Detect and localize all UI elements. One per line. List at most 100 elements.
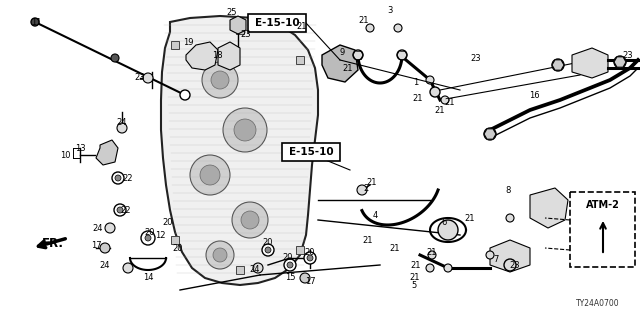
Text: 10: 10	[60, 150, 70, 159]
Circle shape	[123, 263, 133, 273]
Circle shape	[180, 90, 190, 100]
Text: 24: 24	[100, 260, 110, 269]
Text: 24: 24	[250, 266, 260, 275]
Polygon shape	[484, 129, 496, 139]
Bar	[282, 143, 340, 161]
Text: 18: 18	[212, 51, 222, 60]
Text: 11: 11	[31, 18, 41, 27]
Text: 15: 15	[285, 274, 295, 283]
Circle shape	[444, 264, 452, 272]
Text: 23: 23	[623, 51, 634, 60]
Text: 20: 20	[283, 253, 293, 262]
Circle shape	[234, 119, 256, 141]
Circle shape	[426, 76, 434, 84]
Text: 4: 4	[372, 211, 378, 220]
Text: 21: 21	[367, 178, 377, 187]
Circle shape	[206, 241, 234, 269]
Circle shape	[265, 247, 271, 253]
Circle shape	[484, 128, 496, 140]
Text: 22: 22	[123, 173, 133, 182]
Text: 3: 3	[387, 5, 393, 14]
Circle shape	[112, 172, 124, 184]
Circle shape	[428, 251, 436, 259]
Text: 21: 21	[343, 63, 353, 73]
Text: 21: 21	[390, 244, 400, 252]
Polygon shape	[161, 16, 318, 285]
Text: 21: 21	[445, 98, 455, 107]
Text: ATM-2: ATM-2	[586, 200, 620, 210]
Circle shape	[397, 50, 407, 60]
Text: 6: 6	[442, 218, 447, 227]
Text: FR.: FR.	[42, 236, 64, 250]
Text: 23: 23	[509, 260, 520, 269]
Polygon shape	[96, 140, 118, 165]
Text: 23: 23	[241, 29, 252, 38]
Text: 24: 24	[116, 117, 127, 126]
Circle shape	[504, 259, 516, 271]
Text: 14: 14	[143, 274, 153, 283]
Circle shape	[202, 62, 238, 98]
Circle shape	[111, 54, 119, 62]
Text: E-15-10: E-15-10	[255, 18, 300, 28]
Bar	[296, 246, 304, 254]
Circle shape	[143, 73, 153, 83]
Bar	[171, 41, 179, 49]
Polygon shape	[614, 57, 626, 67]
Text: 21: 21	[297, 21, 307, 30]
Text: 21: 21	[410, 274, 420, 283]
Polygon shape	[186, 42, 218, 70]
Text: 13: 13	[75, 143, 85, 153]
Circle shape	[353, 50, 363, 60]
Circle shape	[141, 231, 155, 245]
Text: 23: 23	[470, 53, 481, 62]
Text: 2: 2	[364, 183, 369, 193]
Text: 21: 21	[413, 93, 423, 102]
Circle shape	[253, 263, 263, 273]
Text: 1: 1	[413, 77, 419, 86]
Circle shape	[430, 87, 440, 97]
Text: 24: 24	[93, 223, 103, 233]
Text: 19: 19	[183, 37, 193, 46]
Circle shape	[117, 123, 127, 133]
Polygon shape	[490, 240, 530, 272]
Text: 17: 17	[305, 277, 316, 286]
Text: 16: 16	[529, 91, 540, 100]
Circle shape	[441, 96, 449, 104]
Circle shape	[117, 207, 123, 213]
Polygon shape	[572, 48, 608, 78]
Circle shape	[211, 71, 229, 89]
Text: TY24A0700: TY24A0700	[577, 299, 620, 308]
Text: 21: 21	[363, 236, 373, 244]
Text: 7: 7	[493, 255, 499, 265]
Circle shape	[31, 18, 39, 26]
Polygon shape	[552, 60, 564, 70]
Text: 9: 9	[339, 47, 344, 57]
Bar	[171, 236, 179, 244]
Polygon shape	[218, 42, 240, 70]
Text: 8: 8	[506, 186, 511, 195]
Text: 20: 20	[163, 218, 173, 227]
Circle shape	[438, 220, 458, 240]
Circle shape	[300, 273, 310, 283]
Text: 21: 21	[465, 213, 476, 222]
Text: 21: 21	[411, 260, 421, 269]
Circle shape	[105, 223, 115, 233]
Circle shape	[114, 204, 126, 216]
Circle shape	[190, 155, 230, 195]
Circle shape	[100, 243, 110, 253]
Circle shape	[241, 211, 259, 229]
Circle shape	[213, 248, 227, 262]
Circle shape	[262, 244, 274, 256]
Text: 21: 21	[435, 106, 445, 115]
Text: 12: 12	[155, 230, 165, 239]
Bar	[236, 26, 244, 34]
Circle shape	[486, 251, 494, 259]
Bar	[236, 266, 244, 274]
Circle shape	[366, 24, 374, 32]
Text: 17: 17	[91, 241, 101, 250]
Circle shape	[394, 24, 402, 32]
Polygon shape	[322, 45, 358, 82]
Text: E-15-10: E-15-10	[289, 147, 333, 157]
Text: 21: 21	[427, 247, 437, 257]
Circle shape	[552, 59, 564, 71]
